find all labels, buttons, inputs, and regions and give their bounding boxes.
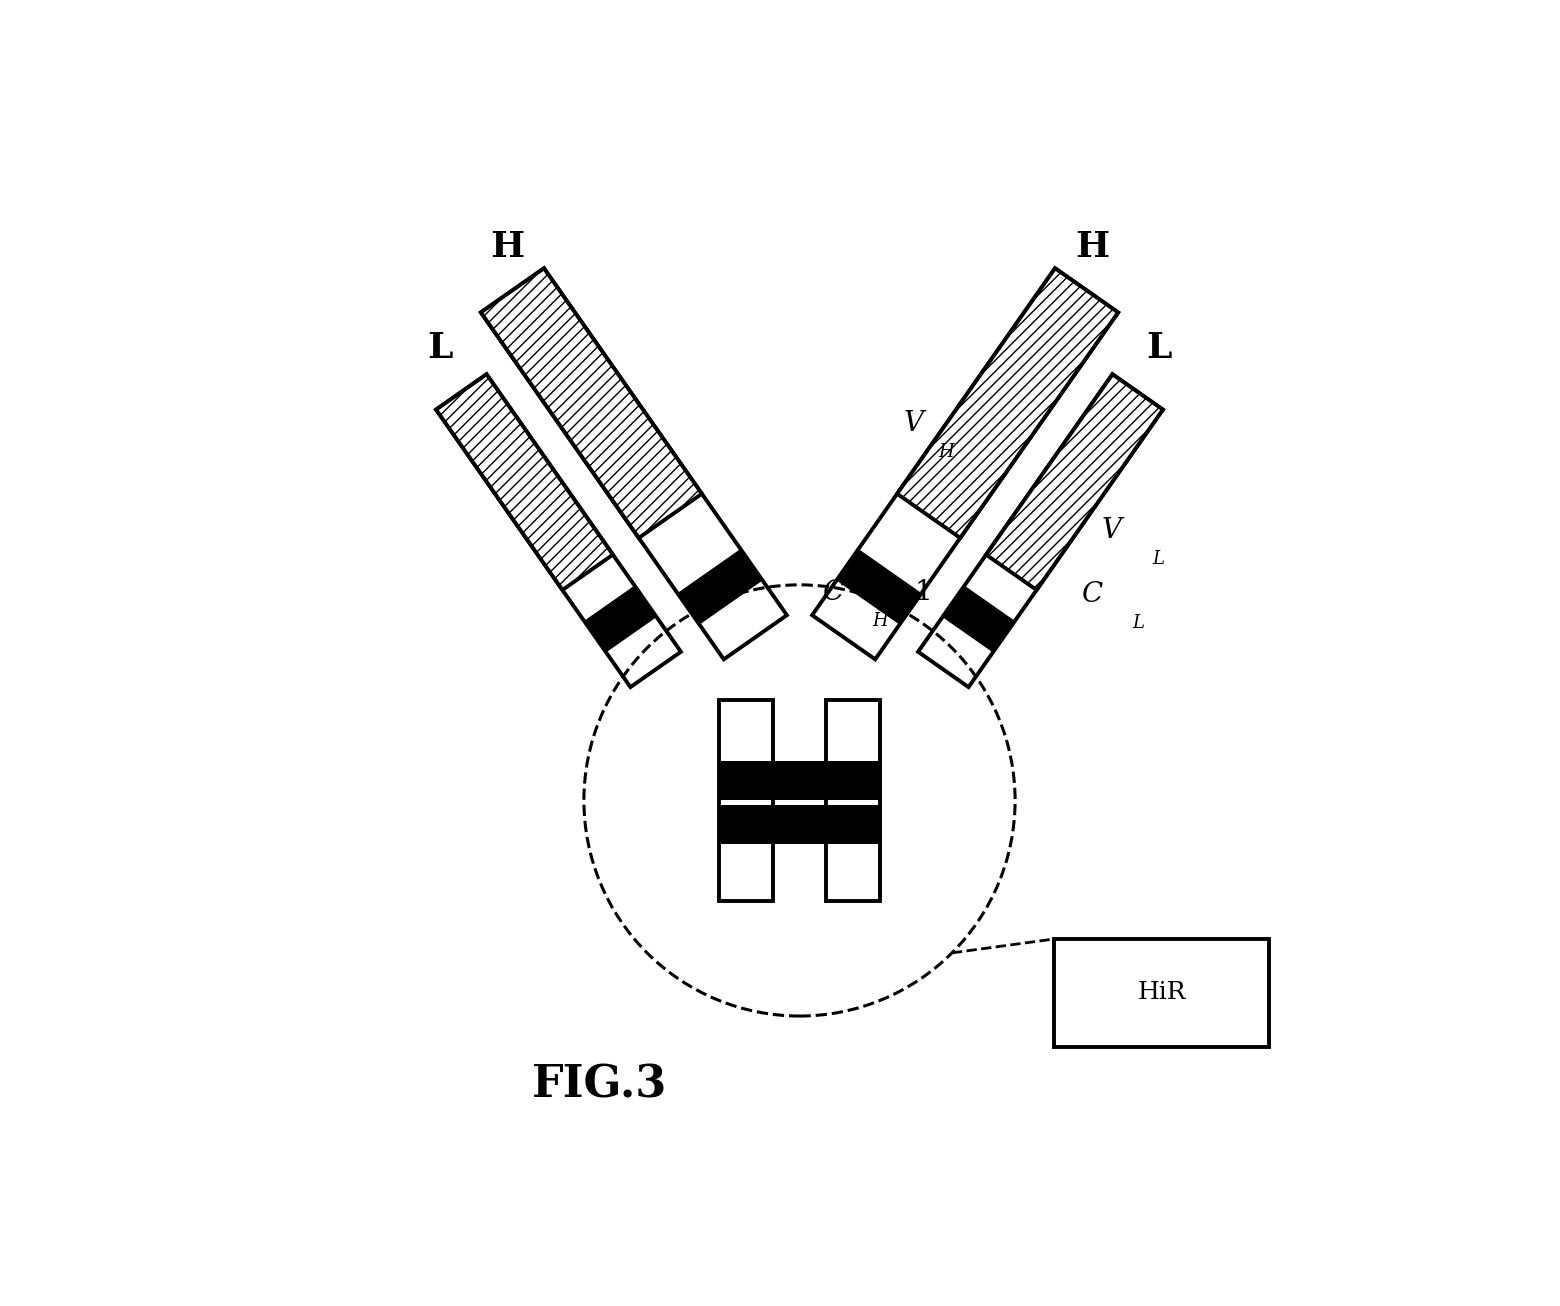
Text: HiR: HiR — [1137, 981, 1186, 1004]
Text: FIG.3: FIG.3 — [532, 1064, 668, 1107]
Text: L: L — [1147, 332, 1172, 366]
Text: H: H — [490, 230, 524, 264]
Polygon shape — [583, 585, 657, 653]
Text: V: V — [1101, 517, 1122, 545]
Text: H: H — [939, 443, 955, 461]
Polygon shape — [480, 268, 702, 538]
Bar — [827, 700, 880, 901]
Bar — [719, 806, 880, 844]
Polygon shape — [677, 549, 763, 624]
Polygon shape — [986, 375, 1162, 590]
Text: V: V — [903, 410, 924, 438]
Polygon shape — [437, 375, 680, 687]
Text: L: L — [427, 332, 452, 366]
Text: L: L — [1133, 614, 1143, 632]
Bar — [719, 761, 880, 799]
Text: 1: 1 — [916, 579, 933, 606]
Text: C: C — [1083, 581, 1103, 609]
Bar — [1053, 939, 1270, 1047]
Text: L: L — [1153, 550, 1164, 568]
Polygon shape — [813, 268, 1119, 660]
Text: H: H — [872, 611, 888, 629]
Text: H: H — [1075, 230, 1109, 264]
Bar — [719, 700, 772, 901]
Polygon shape — [942, 585, 1016, 653]
Polygon shape — [437, 375, 613, 590]
Polygon shape — [919, 375, 1162, 687]
Polygon shape — [836, 549, 922, 624]
Polygon shape — [897, 268, 1119, 538]
Polygon shape — [480, 268, 786, 660]
Text: C: C — [822, 579, 844, 606]
